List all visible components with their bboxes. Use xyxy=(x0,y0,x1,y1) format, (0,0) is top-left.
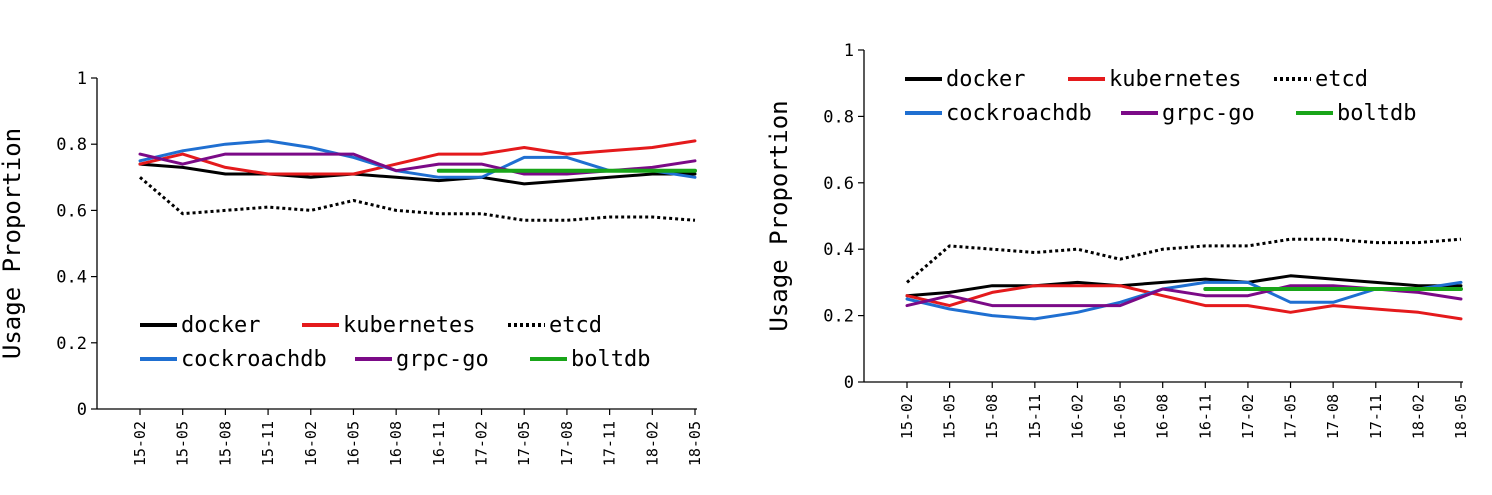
x-tick-label: 15-05 xyxy=(941,394,959,439)
x-tick-label: 16-02 xyxy=(302,421,320,466)
x-tick-label: 16-05 xyxy=(344,421,362,466)
legend-label-grpc-go: grpc-go xyxy=(1162,101,1255,126)
chart-right: 0 0.2 0.4 0.6 0.8 1 15-02 15-05 15-08 15-11 16-02 1… xyxy=(765,41,1470,439)
x-tick-label: 18-02 xyxy=(1409,394,1427,439)
x-tick-label: 16-08 xyxy=(387,421,405,466)
series-line-cockroachdb xyxy=(138,139,697,179)
x-tick-label: 16-08 xyxy=(1154,394,1172,439)
series-line-docker xyxy=(905,274,1463,298)
y-tick-label: 0.4 xyxy=(823,240,854,260)
x-tick-label: 15-11 xyxy=(1026,394,1044,439)
series-line-cockroachdb xyxy=(905,280,1463,321)
legend-label-boltdb: boltdb xyxy=(1337,101,1416,126)
x-tick-label: 16-11 xyxy=(430,421,448,466)
x-tick-label: 17-02 xyxy=(1239,394,1257,439)
y-tick-label: 0.4 xyxy=(56,268,87,288)
legend-label-kubernetes: kubernetes xyxy=(1109,67,1241,92)
x-tick-label: 15-02 xyxy=(131,421,149,466)
legend-label-grpc-go: grpc-go xyxy=(396,347,489,372)
x-tick-label: 18-05 xyxy=(1452,394,1470,439)
y-tick-label: 0.6 xyxy=(823,174,854,194)
x-tick-label: 15-08 xyxy=(216,421,234,466)
x-tick-label: 15-02 xyxy=(898,394,916,439)
legend-label-docker: docker xyxy=(181,313,260,338)
y-axis-label: Usage Proportion xyxy=(0,128,26,359)
y-tick-label: 0 xyxy=(844,373,854,393)
chart-left: 0 0.2 0.4 0.6 0.8 1 15-02 15-05 15-08 15-11 16-02 1… xyxy=(0,69,704,466)
x-tick-label: 15-05 xyxy=(174,421,192,466)
legend-label-boltdb: boltdb xyxy=(571,347,650,372)
y-tick-label: 1 xyxy=(844,41,854,61)
x-tick-label: 16-05 xyxy=(1111,394,1129,439)
series-line-docker xyxy=(138,162,697,186)
x-tick-label: 17-11 xyxy=(1367,394,1385,439)
series-line-etcd xyxy=(906,237,1462,284)
x-tick-label: 17-02 xyxy=(473,421,491,466)
x-tick-label: 17-05 xyxy=(1282,394,1300,439)
legend-label-kubernetes: kubernetes xyxy=(343,313,475,338)
x-tick-label: 16-02 xyxy=(1068,394,1086,439)
x-tick-label: 15-11 xyxy=(259,421,277,466)
x-tick-label: 18-02 xyxy=(643,421,661,466)
series-line-etcd xyxy=(139,176,696,222)
y-tick-label: 0.2 xyxy=(823,307,854,327)
legend-label-etcd: etcd xyxy=(549,313,602,338)
y-tick-label: 1 xyxy=(77,69,87,89)
y-tick-label: 0.6 xyxy=(56,201,87,221)
y-tick-label: 0 xyxy=(77,400,87,420)
x-tick-label: 17-08 xyxy=(558,421,576,466)
x-tick-label: 17-05 xyxy=(515,421,533,466)
legend-label-docker: docker xyxy=(946,67,1025,92)
legend-label-cockroachdb: cockroachdb xyxy=(181,347,327,372)
x-tick-label: 15-08 xyxy=(983,394,1001,439)
series-line-kubernetes xyxy=(905,284,1463,321)
x-tick-label: 17-11 xyxy=(601,421,619,466)
y-tick-label: 0.8 xyxy=(823,107,854,127)
legend-label-cockroachdb: cockroachdb xyxy=(946,101,1092,126)
x-tick-label: 16-11 xyxy=(1196,394,1214,439)
series-line-kubernetes xyxy=(138,139,697,176)
y-axis-label: Usage Proportion xyxy=(765,100,793,331)
x-tick-label: 18-05 xyxy=(686,421,704,466)
y-tick-label: 0.2 xyxy=(56,334,87,354)
y-tick-label: 0.8 xyxy=(56,135,87,155)
x-tick-label: 17-08 xyxy=(1324,394,1342,439)
legend-label-etcd: etcd xyxy=(1315,67,1368,92)
